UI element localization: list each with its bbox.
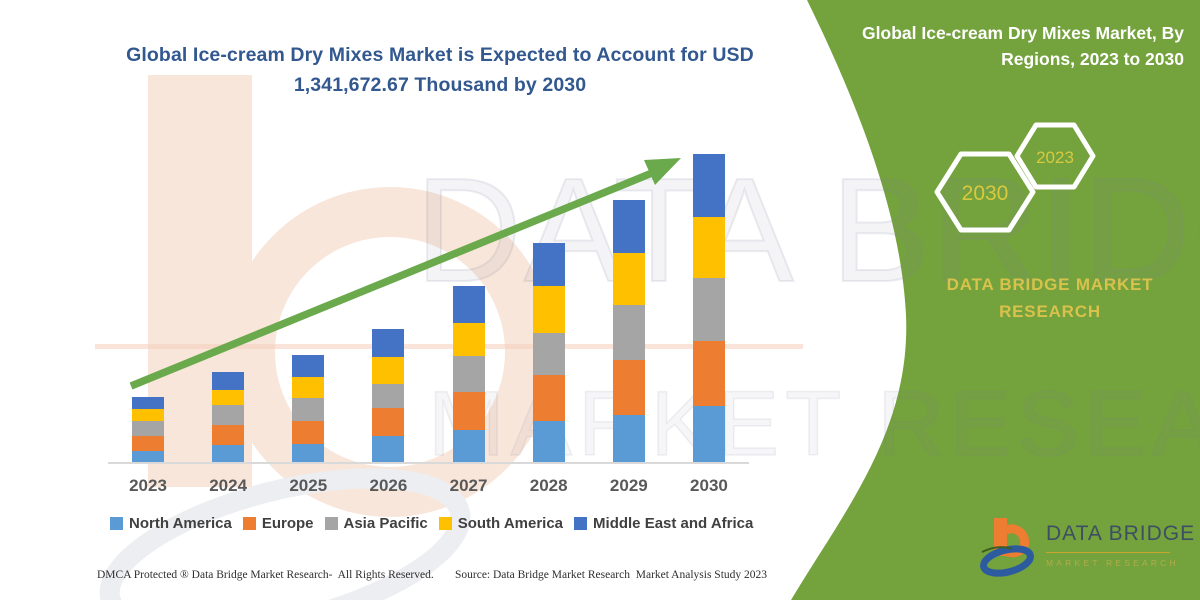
bar-segment	[292, 444, 325, 463]
bar-segment	[612, 200, 645, 253]
brand-text: DATA BRIDGE MARKET RESEARCH	[946, 275, 1154, 322]
legend-swatch	[438, 517, 452, 530]
legend-label: Middle East and Africa	[593, 515, 754, 532]
bar-segment	[372, 436, 405, 463]
legend-item: Middle East and Africa	[574, 515, 753, 532]
x-axis-tick-label: 2023	[129, 476, 167, 495]
logo-name-text: DATA BRIDGE	[1046, 522, 1196, 545]
bar-segment	[212, 445, 245, 463]
bar-segment	[292, 355, 325, 377]
bar-segment	[452, 286, 485, 323]
bar-segment	[532, 243, 565, 286]
stacked-bar-2027	[452, 286, 485, 463]
legend-label: North America	[129, 515, 232, 532]
bar-segment	[692, 154, 725, 217]
hexagon-2030-label: 2030	[962, 182, 1009, 205]
stacked-bar-2025	[292, 355, 325, 463]
stacked-bar-2023	[132, 397, 164, 463]
logo-tagline-text: MARKET RESEARCH	[1046, 558, 1179, 568]
stacked-bar-2026	[372, 329, 405, 463]
bar-segment	[212, 390, 245, 405]
bar-segment	[612, 305, 645, 360]
legend-item: Europe	[242, 515, 314, 532]
year-hexagons: 2030 2023	[934, 122, 1096, 233]
page-title: Global Ice-cream Dry Mixes Market is Exp…	[126, 44, 754, 97]
x-axis-tick-label: 2028	[529, 476, 568, 495]
bar-segment	[372, 384, 405, 408]
stacked-bar-2030	[692, 154, 725, 463]
x-axis-tick-label: 2027	[449, 476, 488, 495]
bar-segment	[532, 375, 565, 421]
hexagon-2023-label: 2023	[1036, 148, 1074, 167]
legend-swatch	[324, 517, 338, 530]
bar-segment	[292, 398, 325, 421]
bar-segment	[372, 357, 405, 384]
bar-segment	[692, 341, 725, 406]
bar-segment	[292, 377, 325, 398]
x-axis-tick-label: 2029	[609, 476, 648, 495]
stacked-bar-2024	[212, 372, 245, 463]
databridge-logo-icon	[980, 518, 1034, 577]
x-axis-tick-label: 2026	[369, 476, 408, 495]
logo-gold-rule	[1046, 552, 1170, 553]
bar-segment	[532, 421, 565, 463]
legend-item: South America	[438, 515, 564, 532]
bar-segment	[612, 253, 645, 305]
x-axis-tick-label: 2030	[690, 476, 728, 495]
bar-segment	[452, 392, 485, 430]
bar-segment	[212, 372, 245, 390]
bar-segment	[612, 415, 645, 463]
x-axis-tick-label: 2024	[209, 476, 248, 495]
legend-swatch	[574, 517, 588, 530]
bar-segment	[212, 425, 245, 445]
bar-segment	[452, 356, 485, 392]
legend-swatch	[110, 517, 123, 530]
banner-heading: Global Ice-cream Dry Mixes Market, By Re…	[862, 23, 1184, 70]
bar-segment	[692, 406, 725, 463]
bar-segment	[612, 360, 645, 415]
bar-segment	[452, 430, 485, 463]
x-axis-line	[108, 462, 749, 464]
bar-segment	[132, 397, 164, 409]
chart-legend: North America Europe Asia Pacific South Ame…	[110, 515, 753, 532]
bar-segment	[532, 333, 565, 375]
bar-segment	[452, 323, 485, 356]
stacked-bar-2029	[612, 200, 645, 463]
footer-dmca-text: DMCA Protected ® Data Bridge Market Rese…	[97, 569, 434, 581]
bar-segment	[212, 405, 245, 425]
footer-source-text: Source: Data Bridge Market Research Mark…	[455, 569, 768, 581]
bar-segment	[692, 278, 725, 341]
stacked-bar-2028	[532, 243, 565, 463]
legend-label: Asia Pacific	[343, 515, 428, 532]
legend-label: South America	[457, 515, 564, 532]
bar-segment	[132, 436, 164, 451]
bar-segment	[132, 421, 164, 436]
bar-segment	[372, 329, 405, 357]
legend-swatch	[242, 517, 256, 530]
bar-segment	[372, 408, 405, 436]
bar-segment	[292, 421, 325, 444]
legend-label: Europe	[261, 515, 314, 532]
legend-item: Asia Pacific	[324, 515, 428, 532]
legend-item: North America	[110, 515, 232, 532]
bar-segment	[532, 286, 565, 333]
bar-segment	[692, 217, 725, 278]
x-axis-tick-label: 2025	[289, 476, 328, 495]
bar-segment	[132, 409, 164, 421]
